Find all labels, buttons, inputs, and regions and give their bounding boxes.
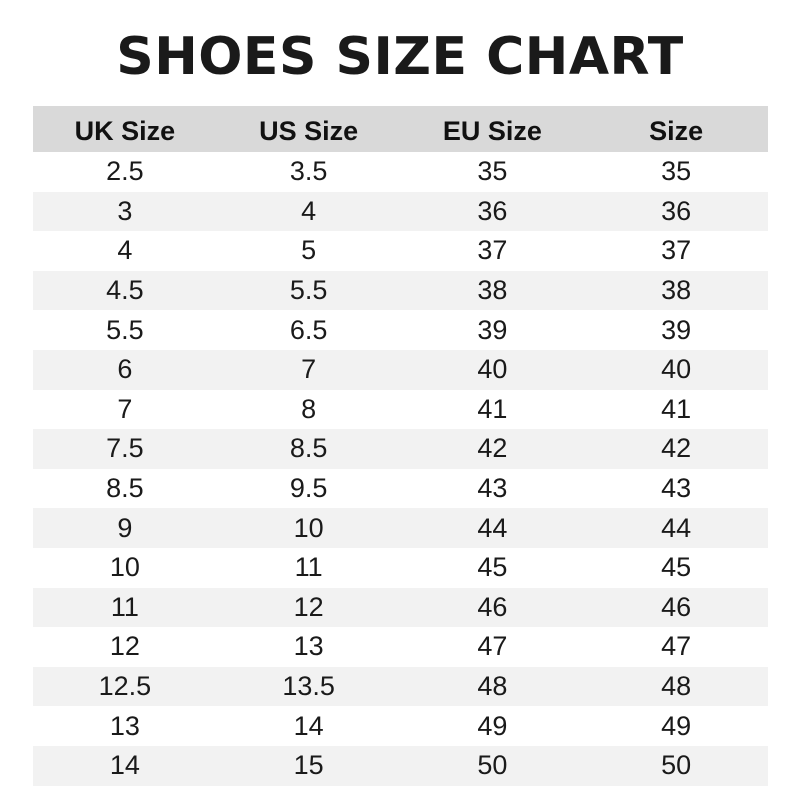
table-row: 7.5 8.5 42 42	[33, 429, 768, 469]
table-row: 6 7 40 40	[33, 349, 768, 390]
table-row: 13 14 49 49	[33, 706, 768, 746]
size-chart-table: UK Size US Size EU Size Size 2.5 3.5 35 35 3…	[33, 106, 768, 786]
eu-size-cell: 48	[477, 671, 508, 702]
us-size-cell: 4	[301, 195, 317, 226]
size-cell: 42	[661, 433, 692, 464]
table-body: 2.5 3.5 35 35 3 4 36 36 4 5 37 37 4.5 5.5 38 38 5.5 6.5 39…	[33, 152, 768, 786]
us-size-cell: 12	[293, 591, 324, 622]
table-row: 12 13 47 47	[33, 627, 768, 667]
eu-size-cell: 50	[477, 750, 508, 781]
size-cell: 44	[661, 512, 692, 543]
us-size-cell: 11	[294, 552, 323, 583]
us-size-cell: 14	[293, 710, 324, 741]
table-row: 14 15 50 50	[33, 745, 768, 786]
us-size-cell: 8.5	[289, 433, 328, 464]
size-cell: 36	[661, 195, 692, 226]
uk-size-cell: 11	[110, 591, 139, 622]
eu-size-cell: 49	[477, 710, 508, 741]
us-size-cell: 9.5	[289, 473, 328, 504]
table-row: 12.5 13.5 48 48	[33, 666, 768, 707]
eu-size-cell: 47	[477, 631, 508, 662]
size-cell: 48	[661, 671, 692, 702]
size-cell: 43	[661, 473, 692, 504]
eu-size-cell: 46	[477, 591, 508, 622]
size-cell: 37	[661, 235, 692, 266]
uk-size-cell: 13	[109, 710, 140, 741]
size-cell: 41	[661, 393, 692, 424]
eu-size-cell: 35	[477, 156, 508, 187]
uk-size-cell: 3	[117, 195, 133, 226]
eu-size-cell: 42	[477, 433, 508, 464]
uk-size-cell: 5.5	[106, 314, 144, 345]
table-header-row: UK Size US Size EU Size Size	[33, 106, 768, 152]
uk-size-cell: 10	[109, 552, 140, 583]
eu-size-cell: 45	[477, 552, 508, 583]
header-uk-size: UK Size	[74, 115, 176, 146]
uk-size-cell: 12.5	[98, 671, 152, 702]
eu-size-cell: 41	[477, 393, 508, 424]
size-cell: 46	[661, 591, 692, 622]
us-size-cell: 10	[293, 512, 324, 543]
size-cell: 40	[661, 354, 692, 385]
page-title: SHOES SIZE CHART	[116, 27, 684, 87]
us-size-cell: 5	[301, 235, 317, 266]
size-cell: 38	[661, 275, 692, 306]
header-eu-size: EU Size	[442, 115, 542, 146]
uk-size-cell: 14	[109, 750, 140, 781]
us-size-cell: 15	[293, 750, 324, 781]
table-row: 4 5 37 37	[33, 231, 768, 271]
us-size-cell: 5.5	[289, 275, 328, 306]
us-size-cell: 7	[301, 354, 317, 385]
uk-size-cell: 4.5	[106, 275, 144, 306]
table-row: 3 4 36 36	[33, 191, 768, 232]
table-row: 4.5 5.5 38 38	[33, 270, 768, 311]
table-row: 9 10 44 44	[33, 508, 768, 548]
size-cell: 47	[661, 631, 692, 662]
eu-size-cell: 36	[477, 195, 508, 226]
uk-size-cell: 6	[117, 354, 133, 385]
header-size: Size	[649, 115, 704, 146]
uk-size-cell: 2.5	[106, 156, 144, 187]
uk-size-cell: 7.5	[106, 433, 144, 464]
us-size-cell: 13	[293, 631, 324, 662]
uk-size-cell: 7	[117, 393, 133, 424]
size-cell: 50	[661, 750, 692, 781]
header-us-size: US Size	[259, 115, 359, 146]
eu-size-cell: 40	[477, 354, 508, 385]
uk-size-cell: 8.5	[106, 473, 144, 504]
size-cell: 39	[661, 314, 692, 345]
size-cell: 45	[661, 552, 692, 583]
uk-size-cell: 12	[109, 631, 140, 662]
uk-size-cell: 9	[117, 512, 133, 543]
us-size-cell: 8	[301, 393, 317, 424]
size-cell: 49	[661, 710, 692, 741]
eu-size-cell: 38	[477, 275, 508, 306]
eu-size-cell: 43	[477, 473, 508, 504]
eu-size-cell: 44	[477, 512, 508, 543]
us-size-cell: 13.5	[282, 671, 335, 702]
table-row: 10 11 45 45	[33, 548, 768, 588]
eu-size-cell: 37	[477, 235, 508, 266]
table-row: 7 8 41 41	[33, 390, 768, 430]
size-cell: 35	[661, 156, 692, 187]
table-row: 5.5 6.5 39 39	[33, 310, 768, 350]
table-row: 8.5 9.5 43 43	[33, 469, 768, 509]
uk-size-cell: 4	[117, 235, 133, 266]
us-size-cell: 6.5	[289, 314, 328, 345]
table-row: 2.5 3.5 35 35	[33, 152, 768, 192]
us-size-cell: 3.5	[289, 156, 328, 187]
eu-size-cell: 39	[477, 314, 508, 345]
table-row: 11 12 46 46	[33, 587, 768, 628]
